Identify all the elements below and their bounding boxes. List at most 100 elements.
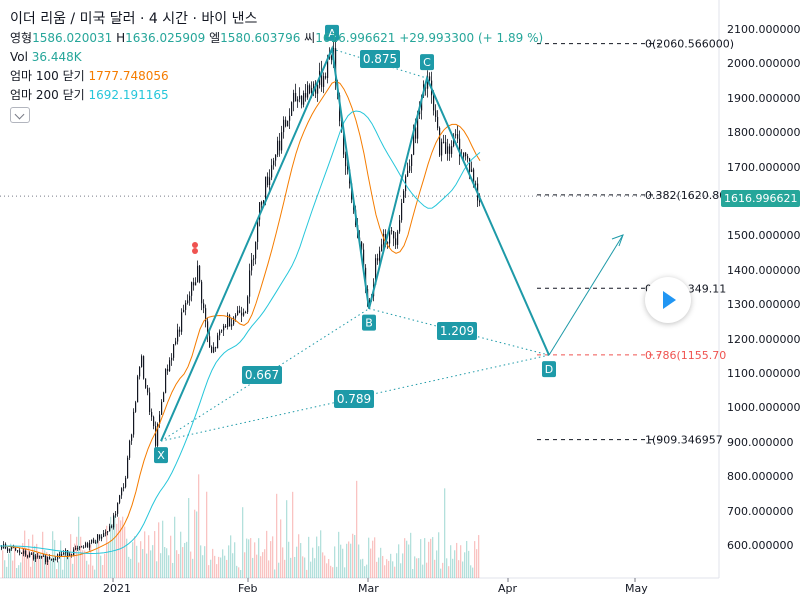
ma200-row[interactable]: 엄마 200 닫기 1692.191165 xyxy=(10,88,169,102)
pattern-point-label: B xyxy=(365,317,373,330)
time-tick: Feb xyxy=(238,582,258,595)
volume-bar xyxy=(118,517,120,578)
price-axis[interactable]: 2100.000000 2000.000000 1900.000000 1800.00… xyxy=(719,0,800,578)
candle-body xyxy=(305,93,307,98)
pattern-point-badge xyxy=(154,447,168,464)
volume-bar xyxy=(444,488,446,578)
price-tick: 900.000000 xyxy=(727,435,794,449)
candle-body xyxy=(439,127,441,156)
candle-body xyxy=(253,258,255,260)
volume-bar xyxy=(386,559,388,578)
candle-body xyxy=(375,258,377,285)
ratio-label: 1.209 xyxy=(440,324,474,338)
candle-body xyxy=(197,265,199,283)
time-axis[interactable]: 2021 Feb Mar Apr May xyxy=(0,578,719,598)
candle-body xyxy=(17,550,19,552)
candle-body xyxy=(147,387,149,393)
volume-bar xyxy=(150,550,152,578)
volume-bar xyxy=(284,559,286,578)
candle-body xyxy=(247,296,249,313)
time-tick: May xyxy=(625,582,648,595)
volume-bar xyxy=(206,491,208,578)
volume-bar xyxy=(418,558,420,578)
volume-bar xyxy=(56,569,58,578)
candle-body xyxy=(27,555,29,558)
candle-body xyxy=(45,555,47,563)
candle-body xyxy=(207,321,209,337)
ma100-row[interactable]: 엄마 100 닫기 1777.748056 xyxy=(10,69,169,83)
ratio-badge xyxy=(360,50,400,68)
candle-body xyxy=(167,368,169,372)
volume-bar xyxy=(124,526,126,578)
volume-bar xyxy=(272,536,274,578)
play-icon[interactable] xyxy=(645,277,691,323)
volume-bar xyxy=(60,540,62,578)
volume-bar xyxy=(378,557,380,578)
volume-bar xyxy=(274,569,276,578)
volume-bar xyxy=(348,541,350,578)
symbol-title[interactable]: 이더 리움 / 미국 달러 · 4 시간 · 바이 낸스 xyxy=(10,11,258,27)
volume-bar xyxy=(432,537,434,578)
candle-body xyxy=(75,547,77,550)
volume-bar xyxy=(462,561,464,578)
candle-body xyxy=(107,531,109,533)
candle-body xyxy=(317,84,319,94)
volume-bar xyxy=(384,565,386,578)
volume-bar xyxy=(254,542,256,578)
price-tick: 1100.000000 xyxy=(727,367,800,380)
volume-bar xyxy=(114,515,116,578)
candle-body xyxy=(297,99,299,102)
volume-bar xyxy=(88,564,90,578)
candle-body xyxy=(159,414,161,424)
candle-body xyxy=(169,360,171,372)
pattern-point-badge xyxy=(362,314,376,331)
volume-bar xyxy=(224,555,226,578)
volume-row[interactable]: Vol 36.448K xyxy=(10,50,82,64)
candle-body xyxy=(413,127,415,155)
candle-body xyxy=(19,550,21,553)
volume-bar xyxy=(372,540,374,578)
volume-bar xyxy=(308,536,310,578)
candle-body xyxy=(229,315,231,327)
ma200-line xyxy=(0,110,481,555)
volume-bar xyxy=(192,558,194,578)
volume-bar xyxy=(282,547,284,578)
volume-bar xyxy=(296,546,298,578)
candle-body xyxy=(245,312,247,314)
volume-bar xyxy=(54,540,56,578)
candle-body xyxy=(325,76,327,78)
ma100-line xyxy=(0,80,481,557)
candle-body xyxy=(25,550,27,556)
volume-bar xyxy=(456,542,458,578)
volume-bar xyxy=(194,509,196,578)
volume-bar xyxy=(132,542,134,578)
projection-arrowhead xyxy=(611,234,624,247)
candle-body xyxy=(267,176,269,185)
candle-body xyxy=(437,116,439,128)
candle-body xyxy=(123,486,125,489)
volume-bar xyxy=(196,511,198,578)
time-tick: 2021 xyxy=(103,582,131,595)
volume-bar xyxy=(392,561,394,578)
candle-body xyxy=(291,102,293,116)
volume-bar xyxy=(256,554,258,578)
pattern-point-label: X xyxy=(157,449,165,462)
collapse-legend-icon[interactable] xyxy=(10,107,30,123)
volume-bar xyxy=(66,551,68,578)
volume-bar xyxy=(204,546,206,578)
fib-level-label: 0(2060.566000) xyxy=(645,38,734,51)
candle-body xyxy=(119,495,121,503)
volume-bar xyxy=(478,535,480,578)
volume-bar xyxy=(424,538,426,578)
candle-body xyxy=(243,312,245,316)
candle-body xyxy=(381,244,383,251)
volume-bar xyxy=(100,555,102,578)
candle-body xyxy=(181,312,183,332)
volume-bar xyxy=(280,519,282,578)
price-tick: 1800.000000 xyxy=(727,126,800,140)
price-tick: 1700.000000 xyxy=(727,160,800,174)
candle-body xyxy=(451,146,453,154)
volume-bar xyxy=(96,540,98,578)
volume-bar xyxy=(306,569,308,578)
